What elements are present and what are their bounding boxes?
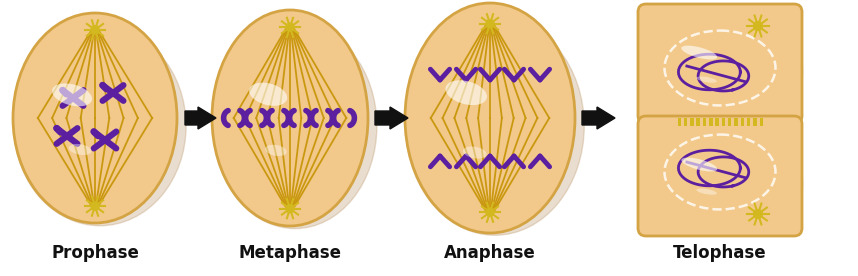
Ellipse shape — [697, 76, 717, 83]
Bar — [728, 118, 732, 126]
Circle shape — [753, 209, 763, 218]
Circle shape — [91, 202, 99, 210]
Ellipse shape — [52, 83, 92, 106]
Ellipse shape — [14, 26, 186, 226]
Bar — [716, 118, 719, 126]
Ellipse shape — [681, 158, 717, 171]
Bar — [759, 118, 763, 126]
Ellipse shape — [212, 10, 368, 226]
Circle shape — [286, 23, 294, 31]
Circle shape — [286, 205, 294, 213]
Ellipse shape — [681, 46, 717, 60]
Bar — [690, 118, 693, 126]
Ellipse shape — [249, 83, 287, 106]
Bar — [746, 118, 751, 126]
Text: Anaphase: Anaphase — [444, 244, 536, 262]
FancyArrow shape — [375, 107, 408, 129]
Ellipse shape — [445, 80, 487, 105]
Bar — [709, 118, 712, 126]
Bar — [684, 118, 687, 126]
Ellipse shape — [265, 145, 287, 156]
Ellipse shape — [697, 189, 717, 195]
Circle shape — [753, 22, 763, 30]
Bar — [697, 118, 700, 126]
FancyArrow shape — [185, 107, 216, 129]
Ellipse shape — [69, 144, 92, 155]
Bar — [734, 118, 738, 126]
Ellipse shape — [647, 135, 803, 233]
FancyBboxPatch shape — [638, 4, 802, 124]
Bar — [740, 118, 744, 126]
Bar — [703, 118, 706, 126]
Ellipse shape — [406, 17, 584, 235]
FancyArrow shape — [582, 107, 615, 129]
Bar — [722, 118, 725, 126]
Bar — [753, 118, 757, 126]
Ellipse shape — [463, 147, 486, 158]
Circle shape — [486, 20, 494, 28]
Ellipse shape — [405, 3, 575, 233]
Text: Prophase: Prophase — [51, 244, 139, 262]
FancyBboxPatch shape — [638, 116, 802, 236]
Ellipse shape — [13, 13, 177, 223]
Text: Metaphase: Metaphase — [239, 244, 341, 262]
Circle shape — [486, 208, 494, 216]
Circle shape — [91, 26, 99, 34]
Bar — [678, 118, 681, 126]
Ellipse shape — [213, 23, 377, 229]
Ellipse shape — [647, 23, 803, 121]
Text: Telophase: Telophase — [674, 244, 767, 262]
